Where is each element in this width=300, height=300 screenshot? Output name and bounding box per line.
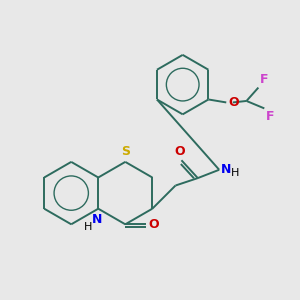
Text: H: H xyxy=(230,168,239,178)
Text: N: N xyxy=(220,163,231,176)
Text: O: O xyxy=(148,218,159,231)
Text: F: F xyxy=(266,110,274,123)
Text: O: O xyxy=(228,96,239,109)
Text: F: F xyxy=(260,74,268,86)
Text: S: S xyxy=(121,145,130,158)
Text: O: O xyxy=(175,145,185,158)
Text: H: H xyxy=(84,222,92,232)
Text: N: N xyxy=(92,213,102,226)
